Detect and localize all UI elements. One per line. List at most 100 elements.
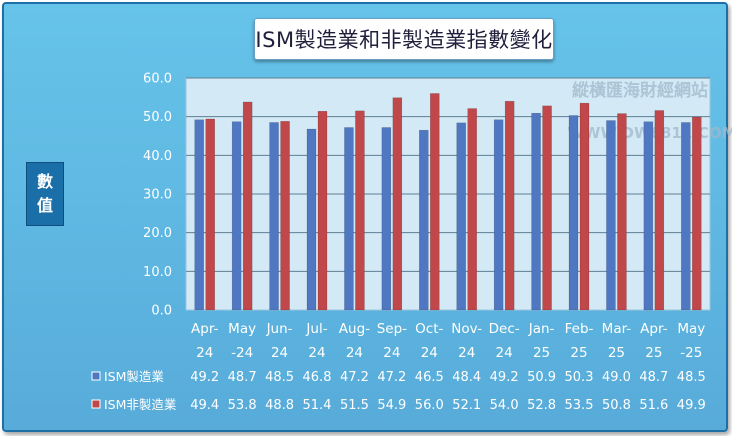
y-tick-label: 50.0 — [143, 110, 172, 125]
bar-manufacturing — [344, 127, 354, 311]
bar-manufacturing — [568, 115, 579, 311]
x-tick-label: -24 — [231, 345, 253, 361]
bar-non-manufacturing — [617, 113, 627, 311]
bar-non-manufacturing — [692, 116, 702, 311]
data-table-value: 46.8 — [303, 370, 332, 385]
y-tick-label: 30.0 — [143, 188, 172, 203]
x-tick-label: Feb- — [565, 321, 594, 337]
data-table-value: 51.6 — [639, 398, 668, 413]
x-tick-label: -25 — [680, 345, 702, 361]
legend-swatch — [91, 371, 101, 381]
data-table-value: 54.0 — [490, 398, 519, 413]
data-table-value: 52.1 — [452, 398, 481, 413]
x-tick-label: 25 — [570, 345, 587, 361]
x-tick-label: 24 — [496, 345, 513, 361]
bar-manufacturing — [194, 119, 204, 311]
data-table-value: 53.8 — [228, 398, 257, 413]
x-tick-label: 25 — [533, 345, 550, 361]
bar-manufacturing — [531, 112, 541, 311]
bar-non-manufacturing — [579, 102, 590, 311]
data-table-value: 49.9 — [677, 398, 706, 413]
x-tick-label: Sep- — [377, 321, 407, 337]
watermark-text: 縱橫匯海財經網站 — [572, 80, 708, 101]
chart-title: ISM製造業和非製造業指數變化 — [254, 18, 554, 60]
data-table-value: 48.7 — [228, 370, 257, 385]
y-tick-label: 60.0 — [143, 72, 172, 87]
y-tick-label: 40.0 — [143, 149, 172, 164]
bar-non-manufacturing — [317, 111, 328, 311]
data-table-value: 48.5 — [265, 370, 294, 385]
data-table-value: 48.4 — [452, 370, 481, 385]
legend-label: ISM製造業 — [104, 369, 164, 384]
bar-non-manufacturing — [392, 97, 403, 311]
data-table-value: 48.5 — [677, 370, 706, 385]
bar-manufacturing — [306, 128, 317, 311]
bar-non-manufacturing — [504, 100, 515, 311]
x-tick-label: 24 — [458, 345, 475, 361]
y-tick-label: 20.0 — [143, 226, 172, 241]
bar-manufacturing — [419, 129, 429, 311]
data-table-value: 52.8 — [527, 398, 556, 413]
bar-non-manufacturing — [242, 101, 253, 311]
x-tick-label: 24 — [421, 345, 438, 361]
data-table-value: 53.5 — [565, 398, 594, 413]
x-tick-label: Jul- — [305, 321, 327, 337]
bar-non-manufacturing — [654, 110, 665, 311]
data-table-value: 49.2 — [490, 370, 519, 385]
data-table-value: 50.8 — [602, 398, 631, 413]
data-table-value: 48.8 — [265, 398, 294, 413]
x-tick-label: Nov- — [451, 321, 482, 337]
x-tick-label: Jan- — [528, 321, 555, 337]
data-table-value: 50.9 — [527, 370, 556, 385]
data-table-value: 51.5 — [340, 398, 369, 413]
y-axis-label-char-1: 數 — [36, 172, 53, 191]
bar-non-manufacturing — [430, 93, 440, 311]
x-tick-label: 24 — [196, 345, 213, 361]
data-table-value: 49.4 — [190, 398, 219, 413]
x-tick-label: May — [677, 321, 705, 337]
bar-non-manufacturing — [355, 110, 365, 311]
legend-label: ISM非製造業 — [104, 397, 177, 412]
x-tick-label: Jun- — [266, 321, 293, 337]
bar-manufacturing — [269, 122, 279, 311]
data-table-value: 46.5 — [415, 370, 444, 385]
data-table-value: 49.2 — [190, 370, 219, 385]
x-tick-label: 24 — [308, 345, 325, 361]
bar-non-manufacturing — [467, 108, 477, 311]
bar-non-manufacturing — [542, 105, 552, 311]
y-tick-label: 10.0 — [143, 265, 172, 280]
x-tick-label: 24 — [271, 345, 288, 361]
bar-non-manufacturing — [205, 118, 215, 311]
x-tick-label: Aug- — [339, 321, 370, 337]
x-tick-label: Mar- — [602, 321, 632, 337]
x-tick-label: Dec- — [489, 321, 520, 337]
data-table-value: 50.3 — [565, 370, 594, 385]
x-tick-label: 25 — [645, 345, 662, 361]
data-table-value: 47.2 — [377, 370, 406, 385]
y-axis-label-char-2: 值 — [36, 196, 53, 215]
bar-manufacturing — [493, 119, 504, 311]
x-tick-label: Apr- — [191, 321, 218, 337]
x-tick-label: 24 — [346, 345, 363, 361]
data-table-value: 49.0 — [602, 370, 631, 385]
bar-manufacturing — [381, 127, 392, 311]
x-tick-label: 25 — [608, 345, 625, 361]
legend-swatch — [91, 399, 101, 409]
x-tick-label: Apr- — [640, 321, 667, 337]
x-tick-label: Oct- — [415, 321, 443, 337]
y-axis-label: 數 值 — [26, 162, 64, 226]
bar-non-manufacturing — [280, 121, 290, 311]
bar-manufacturing — [231, 121, 242, 311]
bar-manufacturing — [606, 120, 616, 311]
x-tick-label: May — [228, 321, 256, 337]
bar-manufacturing — [681, 122, 691, 311]
y-tick-label: 0.0 — [151, 304, 172, 319]
x-tick-label: 24 — [383, 345, 400, 361]
data-table-value: 56.0 — [415, 398, 444, 413]
bar-manufacturing — [456, 122, 466, 311]
data-table-value: 47.2 — [340, 370, 369, 385]
data-table-value: 54.9 — [377, 398, 406, 413]
data-table-value: 48.7 — [639, 370, 668, 385]
data-table-value: 51.4 — [303, 398, 332, 413]
